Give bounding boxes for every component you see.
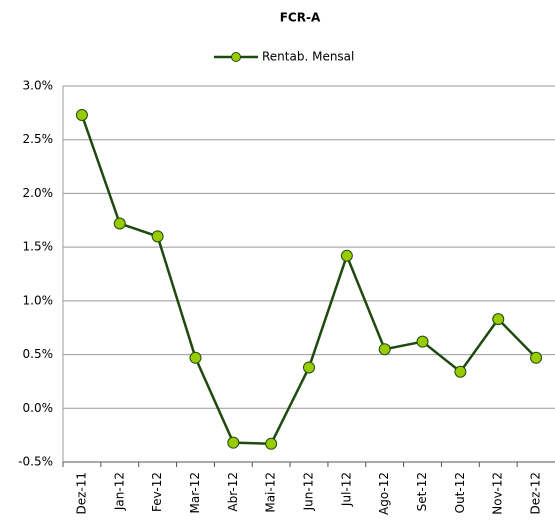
data-point [340, 249, 353, 262]
x-tick-label: Jul-12 [339, 472, 353, 507]
data-point [189, 351, 202, 364]
x-tick-label: Jun-12 [302, 472, 316, 511]
y-tick-label: 2.0% [23, 186, 54, 200]
y-tick-label: -0.5% [18, 455, 53, 469]
data-point [227, 436, 240, 449]
y-tick-label: 1.0% [23, 293, 54, 307]
chart-title: FCR-A [280, 11, 321, 25]
x-tick-label: Dez-12 [529, 472, 543, 515]
data-point [75, 109, 88, 122]
y-tick-label: 3.0% [23, 79, 54, 93]
legend-label: Rentab. Mensal [262, 50, 354, 64]
data-point [492, 313, 505, 326]
x-tick-label: Set-12 [415, 472, 429, 511]
data-point [530, 351, 543, 364]
x-tick-label: Out-12 [453, 472, 467, 513]
y-tick-label: 2.5% [23, 132, 54, 146]
x-tick-label: Ago-12 [377, 472, 391, 515]
data-point [303, 361, 315, 374]
x-tick-label: Jan-12 [112, 472, 126, 511]
y-tick-label: 1.5% [23, 240, 54, 254]
x-tick-label: Fev-12 [150, 472, 164, 512]
x-tick-label: Mai-12 [264, 472, 278, 513]
series-line [80, 114, 537, 446]
data-point [151, 230, 164, 243]
data-point [265, 437, 278, 450]
y-tick-label: 0.5% [23, 347, 54, 361]
x-tick-label: Mar-12 [188, 472, 202, 513]
data-point [416, 335, 429, 348]
x-tick-label: Nov-12 [491, 472, 505, 515]
data-point [113, 217, 126, 230]
data-point [454, 365, 467, 378]
x-tick-label: Abr-12 [226, 472, 240, 512]
legend-marker [231, 52, 241, 62]
y-tick-label: 0.0% [23, 401, 54, 415]
data-point [378, 343, 391, 356]
x-tick-label: Dez-11 [74, 472, 88, 515]
